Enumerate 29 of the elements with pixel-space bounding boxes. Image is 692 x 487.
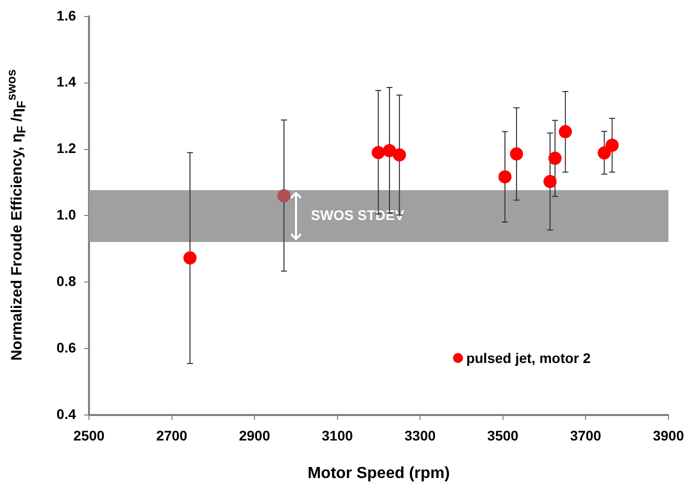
x-tick-label: 2700: [156, 427, 188, 444]
y-tick-label: 1.4: [56, 74, 76, 90]
x-tick-label: 3100: [322, 427, 354, 444]
legend-label: pulsed jet, motor 2: [466, 350, 591, 366]
x-axis-title: Motor Speed (rpm): [308, 464, 450, 482]
point: [606, 138, 619, 152]
y-tick-label: 1.0: [56, 206, 76, 223]
y-tick-label: 0.8: [56, 272, 76, 289]
y-tick-label: 1.6: [56, 7, 76, 24]
point: [372, 146, 385, 160]
x-tick-label: 3300: [404, 427, 436, 444]
point: [598, 146, 611, 160]
y-tick-label: 0.6: [56, 339, 76, 356]
point: [498, 170, 512, 184]
x-tick-label: 3700: [570, 427, 602, 444]
point: [544, 174, 557, 188]
x-tick-label: 2900: [238, 427, 270, 444]
x-tick-label: 2500: [73, 427, 105, 444]
point: [277, 189, 290, 202]
point: [183, 251, 196, 264]
point: [382, 144, 396, 158]
y-tick-label: 1.2: [56, 140, 76, 156]
x-tick-label: 3900: [652, 427, 684, 444]
point: [548, 152, 562, 165]
point: [392, 148, 406, 162]
point: [510, 147, 524, 160]
point: [558, 125, 572, 138]
x-tick-label: 3500: [487, 427, 519, 444]
y-tick-label: 0.4: [56, 406, 76, 422]
